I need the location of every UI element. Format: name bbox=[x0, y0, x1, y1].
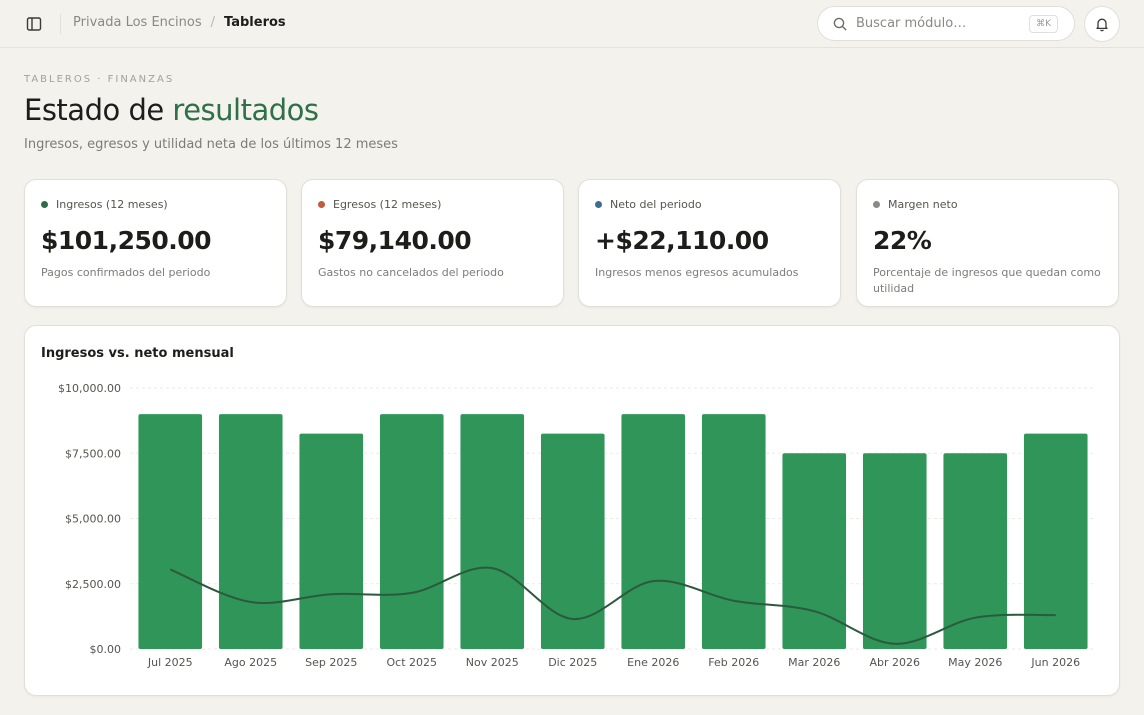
bar bbox=[460, 414, 525, 649]
kpi-value: $79,140.00 bbox=[318, 226, 472, 255]
x-tick-label: Ago 2025 bbox=[224, 656, 277, 669]
kpi-card-ingresos: Ingresos (12 meses) $101,250.00 Pagos co… bbox=[24, 179, 287, 307]
income-net-chart: $0.00 $2,500.00 $5,000.00 $7,500.00 $10,000.… bbox=[58, 382, 1096, 669]
x-tick-label: Dic 2025 bbox=[548, 656, 597, 669]
y-tick-label: $7,500.00 bbox=[65, 447, 121, 460]
y-tick-label: $0.00 bbox=[90, 643, 122, 656]
x-tick-label: May 2026 bbox=[948, 656, 1002, 669]
kpi-value: $101,250.00 bbox=[41, 226, 212, 255]
page-title-accent: resultados bbox=[172, 93, 319, 127]
bar bbox=[782, 453, 847, 649]
kpi-label: Neto del periodo bbox=[610, 198, 702, 211]
bell-icon bbox=[1096, 18, 1108, 32]
y-tick-label: $2,500.00 bbox=[65, 578, 121, 591]
kpi-card-margen: Margen neto 22% Porcentaje de ingresos q… bbox=[856, 179, 1119, 307]
kpi-dot bbox=[595, 201, 602, 208]
bar bbox=[540, 433, 605, 649]
series-line bbox=[169, 566, 1056, 645]
search-box[interactable]: ⌘K bbox=[817, 6, 1075, 41]
kpi-label: Egresos (12 meses) bbox=[333, 198, 442, 211]
kpi-value: 22% bbox=[873, 226, 932, 255]
x-tick-label: Nov 2025 bbox=[466, 656, 519, 669]
page-title: Estado de resultados bbox=[24, 93, 319, 127]
bar bbox=[943, 453, 1008, 649]
breadcrumb-parent[interactable]: Privada Los Encinos bbox=[73, 15, 202, 30]
page-subtitle: Ingresos, egresos y utilidad neta de los… bbox=[24, 137, 398, 152]
kpi-dot bbox=[318, 201, 325, 208]
bar bbox=[138, 414, 203, 649]
sidebar-toggle-button[interactable] bbox=[22, 12, 46, 36]
bar bbox=[621, 414, 686, 649]
kpi-caption: Ingresos menos egresos acumulados bbox=[595, 266, 799, 279]
x-tick-label: Feb 2026 bbox=[708, 656, 759, 669]
x-tick-label: Jul 2025 bbox=[147, 656, 193, 669]
kpi-card-neto: Neto del periodo +$22,110.00 Ingresos me… bbox=[578, 179, 841, 307]
notifications-button[interactable] bbox=[1084, 6, 1120, 42]
kpi-value: +$22,110.00 bbox=[595, 226, 769, 255]
kpi-caption: Pagos confirmados del periodo bbox=[41, 266, 211, 279]
search-icon bbox=[833, 17, 847, 31]
page-eyebrow: TABLEROS · FINANZAS bbox=[24, 74, 175, 85]
x-tick-label: Sep 2025 bbox=[305, 656, 357, 669]
x-tick-label: Jun 2026 bbox=[1030, 656, 1080, 669]
x-tick-label: Oct 2025 bbox=[386, 656, 437, 669]
bar bbox=[379, 414, 444, 649]
y-tick-label: $10,000.00 bbox=[58, 382, 121, 395]
breadcrumb: Privada Los Encinos / Tableros bbox=[73, 15, 286, 30]
bar bbox=[862, 453, 927, 649]
topbar-divider bbox=[60, 14, 61, 34]
page-title-main: Estado de bbox=[24, 93, 164, 127]
kpi-label: Ingresos (12 meses) bbox=[56, 198, 168, 211]
search-shortcut-badge: ⌘K bbox=[1029, 15, 1058, 33]
kpi-card-egresos: Egresos (12 meses) $79,140.00 Gastos no … bbox=[301, 179, 564, 307]
chart-card: Ingresos vs. neto mensual $0.00 $2,500.00… bbox=[24, 325, 1120, 696]
kpi-caption: Gastos no cancelados del periodo bbox=[318, 266, 504, 279]
breadcrumb-separator: / bbox=[210, 15, 216, 30]
chart-title: Ingresos vs. neto mensual bbox=[41, 346, 234, 361]
x-tick-label: Abr 2026 bbox=[869, 656, 920, 669]
kpi-dot bbox=[873, 201, 880, 208]
x-tick-label: Ene 2026 bbox=[627, 656, 679, 669]
kpi-dot bbox=[41, 201, 48, 208]
x-tick-label: Mar 2026 bbox=[788, 656, 840, 669]
bar bbox=[299, 433, 364, 649]
bar bbox=[701, 414, 766, 649]
topbar: Privada Los Encinos / Tableros ⌘K bbox=[0, 0, 1144, 48]
kpi-label: Margen neto bbox=[888, 198, 958, 211]
bar bbox=[1023, 433, 1088, 649]
breadcrumb-current: Tableros bbox=[224, 15, 286, 30]
search-input[interactable] bbox=[856, 16, 1026, 31]
kpi-caption: Porcentaje de ingresos que quedan como u… bbox=[873, 266, 1101, 295]
y-tick-label: $5,000.00 bbox=[65, 513, 121, 526]
sidebar-toggle-icon bbox=[26, 17, 42, 31]
bar bbox=[218, 414, 283, 649]
